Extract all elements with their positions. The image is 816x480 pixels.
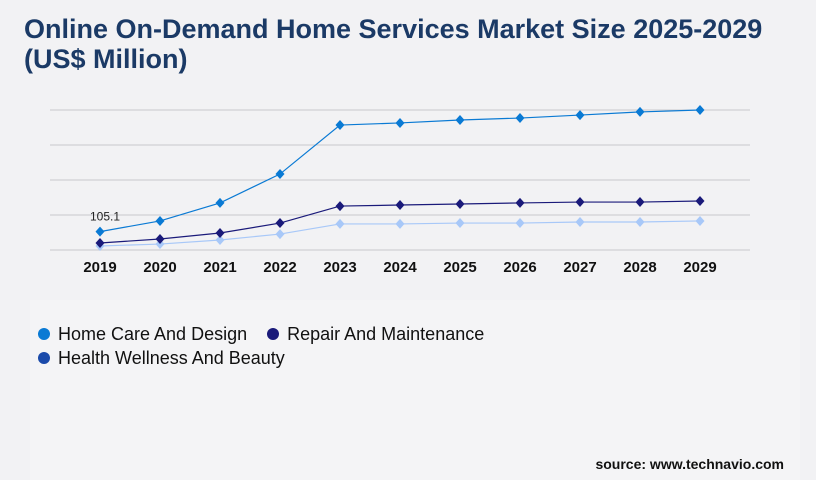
data-point — [275, 169, 285, 180]
data-point — [515, 113, 525, 124]
data-point — [155, 215, 165, 226]
x-tick-label: 2026 — [503, 259, 536, 276]
x-tick-label: 2028 — [623, 259, 656, 276]
data-point — [395, 218, 405, 229]
legend-label: Repair And Maintenance — [287, 323, 485, 344]
data-label: 105.1 — [90, 210, 120, 224]
data-point — [215, 228, 225, 239]
x-tick-label: 2024 — [383, 259, 417, 276]
data-point — [455, 218, 465, 229]
data-point — [215, 197, 225, 208]
data-point — [695, 196, 705, 206]
legend: Home Care And Design Repair And Maintenan… — [38, 322, 538, 370]
legend-item: Health Wellness And Beauty — [38, 346, 285, 370]
x-tick-label: 2020 — [143, 259, 176, 276]
line-chart: 2019 2020 2021 2022 2023 2024 2025 2026 2027 2028… — [50, 105, 750, 276]
data-point — [335, 201, 345, 212]
data-point — [335, 120, 345, 131]
data-point — [275, 229, 285, 240]
source-label: source: www.technavio.com — [595, 456, 784, 472]
x-tick-label: 2021 — [203, 259, 236, 276]
x-tick-label: 2025 — [443, 259, 476, 276]
data-point — [95, 238, 105, 248]
chart-title: Online On-Demand Home Services Market Si… — [24, 14, 763, 74]
data-point — [395, 117, 405, 128]
series-line — [99, 109, 701, 233]
legend-marker-icon — [38, 328, 50, 340]
legend-marker-icon — [38, 352, 50, 364]
legend-label: Health Wellness And Beauty — [58, 347, 285, 368]
data-point — [635, 197, 645, 208]
data-point — [335, 218, 345, 229]
legend-marker-icon — [267, 328, 280, 340]
data-point — [275, 218, 285, 229]
data-point — [215, 235, 225, 246]
data-point — [635, 106, 645, 117]
data-point — [515, 197, 525, 208]
legend-label: Home Care And Design — [58, 323, 248, 344]
x-tick-label: 2022 — [263, 259, 296, 276]
data-point — [455, 198, 465, 209]
data-point — [635, 217, 645, 227]
data-point — [455, 114, 465, 125]
legend-item: Repair And Maintenance — [267, 322, 484, 346]
data-point — [395, 200, 405, 211]
data-point — [95, 226, 105, 237]
data-point — [155, 239, 165, 250]
legend-item: Home Care And Design — [38, 322, 247, 346]
data-point — [695, 215, 705, 226]
legend-panel — [30, 300, 800, 480]
data-point — [575, 197, 585, 208]
data-point — [575, 217, 585, 227]
data-point — [575, 110, 585, 121]
x-tick-label: 2023 — [323, 259, 356, 276]
data-point — [515, 218, 525, 229]
x-tick-label: 2027 — [563, 259, 596, 276]
data-point — [155, 233, 165, 244]
data-point — [695, 105, 705, 115]
x-tick-label: 2029 — [683, 259, 716, 276]
x-tick-label: 2019 — [83, 259, 116, 276]
